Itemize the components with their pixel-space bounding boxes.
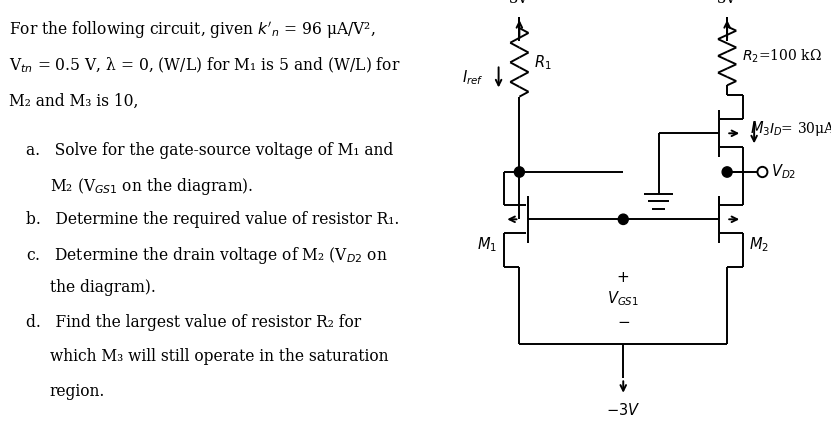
Text: $I_D$= 30μA: $I_D$= 30μA [769, 120, 831, 138]
Circle shape [722, 167, 732, 177]
Text: $R_2$=100 kΩ: $R_2$=100 kΩ [742, 47, 821, 64]
Text: which M₃ will still operate in the saturation: which M₃ will still operate in the satur… [50, 348, 388, 366]
Text: For the following circuit, given $k'_n$ = 96 μA/V²,: For the following circuit, given $k'_n$ … [8, 19, 375, 40]
Text: $M_1$: $M_1$ [477, 236, 497, 255]
Text: region.: region. [50, 383, 105, 400]
Text: $M_2$: $M_2$ [750, 236, 770, 255]
Text: the diagram).: the diagram). [50, 280, 155, 297]
Text: $-$: $-$ [617, 313, 630, 328]
Text: M₂ (V$_{GS1}$ on the diagram).: M₂ (V$_{GS1}$ on the diagram). [50, 176, 253, 197]
Text: a.   Solve for the gate-source voltage of M₁ and: a. Solve for the gate-source voltage of … [26, 142, 393, 159]
Circle shape [618, 214, 628, 224]
Text: M₂ and M₃ is 10,: M₂ and M₃ is 10, [8, 92, 138, 110]
Text: $-3V$: $-3V$ [606, 402, 641, 418]
Text: 3V: 3V [509, 0, 529, 6]
Text: $R_1$: $R_1$ [534, 53, 552, 72]
Text: $V_{D2}$: $V_{D2}$ [771, 163, 796, 181]
Text: $I_{ref}$: $I_{ref}$ [462, 68, 484, 87]
Text: d.   Find the largest value of resistor R₂ for: d. Find the largest value of resistor R₂… [26, 314, 361, 331]
Circle shape [758, 167, 768, 177]
Text: $M_3$: $M_3$ [750, 120, 770, 138]
Text: +: + [617, 270, 630, 285]
Text: 3V: 3V [717, 0, 737, 6]
Text: c.   Determine the drain voltage of M₂ (V$_{D2}$ on: c. Determine the drain voltage of M₂ (V$… [26, 245, 387, 266]
Text: b.   Determine the required value of resistor R₁.: b. Determine the required value of resis… [26, 211, 400, 228]
Text: $V_{GS1}$: $V_{GS1}$ [607, 289, 639, 308]
Circle shape [514, 167, 524, 177]
Text: V$_{tn}$ = 0.5 V, λ = 0, (W/L) for M₁ is 5 and (W/L) for: V$_{tn}$ = 0.5 V, λ = 0, (W/L) for M₁ is… [8, 56, 400, 75]
